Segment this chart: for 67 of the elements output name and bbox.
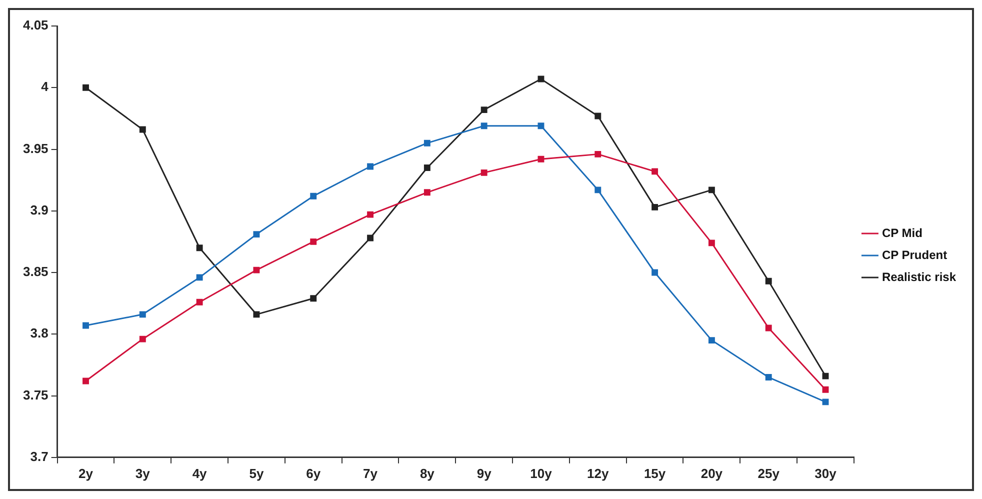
y-tick-label: 3.7: [30, 448, 48, 464]
x-tick-label: 6y: [306, 466, 322, 481]
point: [367, 234, 374, 242]
point: [708, 186, 715, 194]
point: [538, 122, 544, 130]
x-tick-label: 10y: [530, 466, 553, 481]
x-tick-label: 9y: [476, 466, 492, 481]
point: [480, 106, 488, 114]
y-tick-label: 4: [41, 79, 50, 94]
x-tick-label: 2y: [78, 466, 94, 481]
point: [82, 322, 89, 329]
y-tick-label: 3.8: [30, 326, 48, 341]
point: [594, 150, 602, 158]
point: [480, 122, 488, 130]
x-tick-label: 25y: [758, 466, 780, 481]
y-tick-label: 3.95: [22, 140, 48, 156]
point: [139, 336, 146, 342]
y-tick-label: 3.85: [22, 264, 48, 280]
point: [253, 266, 260, 274]
legend-label: CP Prudent: [882, 248, 948, 262]
point: [765, 278, 772, 284]
point: [139, 126, 146, 133]
point: [765, 374, 772, 381]
point: [424, 140, 430, 146]
x-tick-label: 5y: [249, 466, 264, 481]
point: [765, 324, 772, 332]
point: [594, 186, 602, 194]
x-tick-label: 15y: [644, 466, 666, 481]
point: [652, 269, 658, 276]
point: [822, 398, 829, 406]
point: [82, 84, 89, 91]
y-tick-label: 3.9: [30, 202, 48, 218]
point: [196, 244, 203, 252]
x-tick-label: 4y: [192, 466, 208, 481]
point: [253, 231, 260, 238]
point: [310, 295, 317, 302]
point: [822, 386, 829, 393]
point: [310, 192, 317, 200]
y-tick-label: 3.75: [22, 387, 48, 402]
x-tick-label: 20y: [700, 466, 724, 481]
legend-label: CP Mid: [882, 226, 922, 240]
point: [708, 240, 715, 246]
point: [196, 274, 203, 281]
point: [480, 169, 488, 176]
point: [538, 156, 544, 162]
x-tick-label: 3y: [135, 466, 151, 481]
x-tick-label: 7y: [363, 466, 378, 481]
point: [538, 76, 544, 82]
point: [310, 238, 317, 245]
point: [708, 337, 715, 344]
point: [652, 204, 658, 210]
legend-label: Realistic risk: [882, 270, 956, 284]
point: [594, 112, 602, 120]
point: [424, 189, 430, 196]
point: [424, 164, 430, 171]
point: [196, 298, 203, 306]
point: [253, 311, 260, 318]
x-tick-label: 12y: [587, 466, 610, 481]
point: [822, 372, 829, 380]
x-tick-label: 30y: [814, 466, 838, 481]
point: [367, 163, 374, 170]
x-tick-label: 8y: [420, 466, 436, 481]
point: [367, 211, 374, 218]
point: [139, 311, 146, 318]
y-tick-label: 4.05: [22, 18, 48, 33]
point: [652, 168, 658, 175]
point: [82, 378, 89, 384]
